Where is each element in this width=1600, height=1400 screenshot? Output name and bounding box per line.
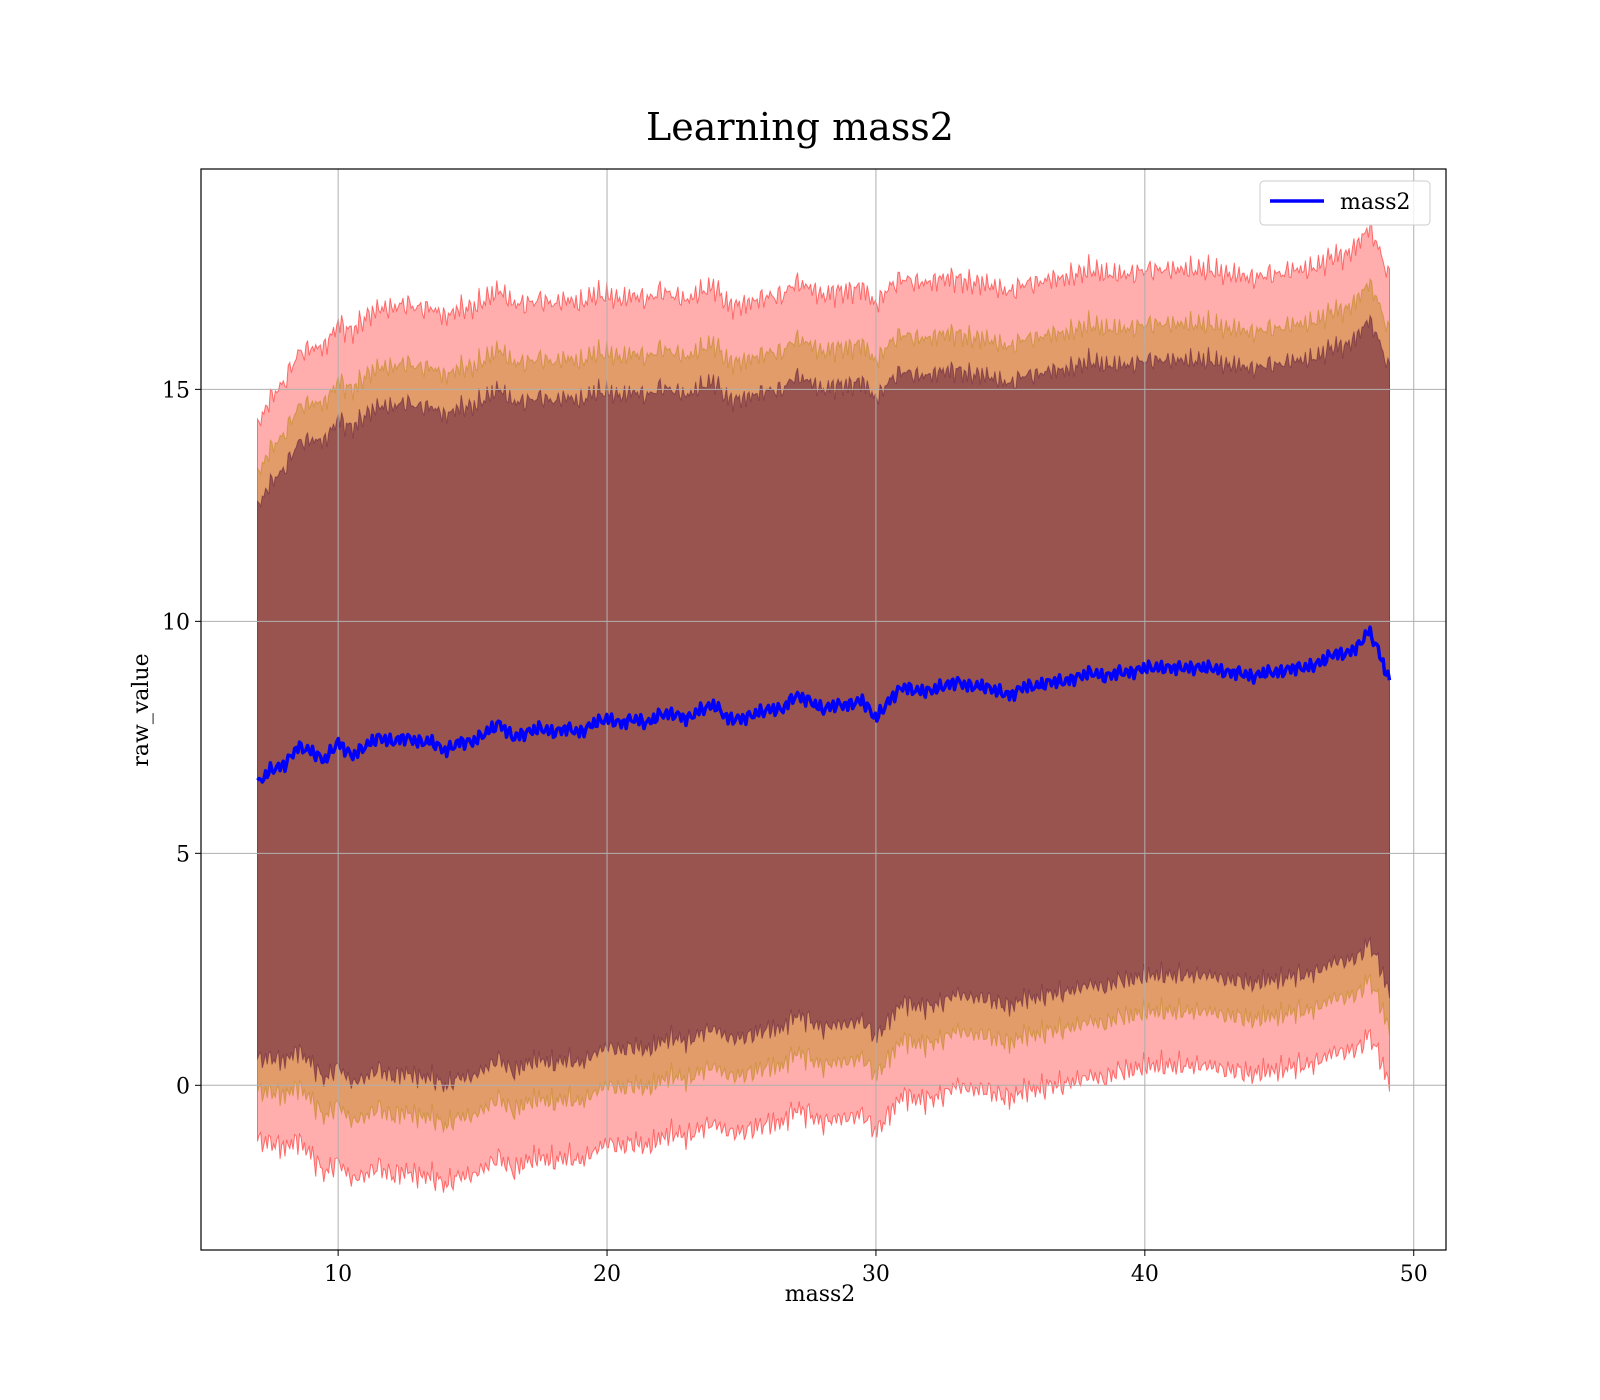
chart-title: Learning mass2 bbox=[646, 105, 954, 149]
legend: mass2 bbox=[1259, 180, 1431, 226]
x-axis-label: mass2 bbox=[785, 1282, 856, 1307]
plot-area bbox=[200, 168, 1447, 1251]
y-tick-label: 0 bbox=[176, 1074, 190, 1099]
legend-box bbox=[1259, 180, 1431, 226]
x-tick-label: 20 bbox=[593, 1262, 621, 1287]
legend-entry-mass2: mass2 bbox=[1340, 190, 1411, 215]
plot-frame bbox=[200, 168, 1447, 1251]
mean-line-group bbox=[256, 625, 1392, 784]
x-tick-label: 50 bbox=[1400, 1262, 1428, 1287]
y-tick-label: 15 bbox=[162, 378, 190, 403]
y-tick-label: 5 bbox=[176, 842, 190, 867]
series-line-mass2 bbox=[256, 625, 1392, 784]
x-tick-label: 30 bbox=[862, 1262, 890, 1287]
x-tick-label: 40 bbox=[1131, 1262, 1159, 1287]
confidence-band-3 bbox=[257, 314, 1390, 1093]
x-tick-label: 10 bbox=[324, 1262, 352, 1287]
grid-lines bbox=[201, 169, 1446, 1250]
x-axis-ticks: 10 20 30 40 50 bbox=[324, 1250, 1428, 1287]
y-tick-label: 10 bbox=[162, 610, 190, 635]
confidence-bands bbox=[257, 223, 1390, 1193]
y-axis-label: raw_value bbox=[129, 653, 154, 766]
y-axis-ticks: 0 5 10 15 bbox=[162, 378, 201, 1099]
